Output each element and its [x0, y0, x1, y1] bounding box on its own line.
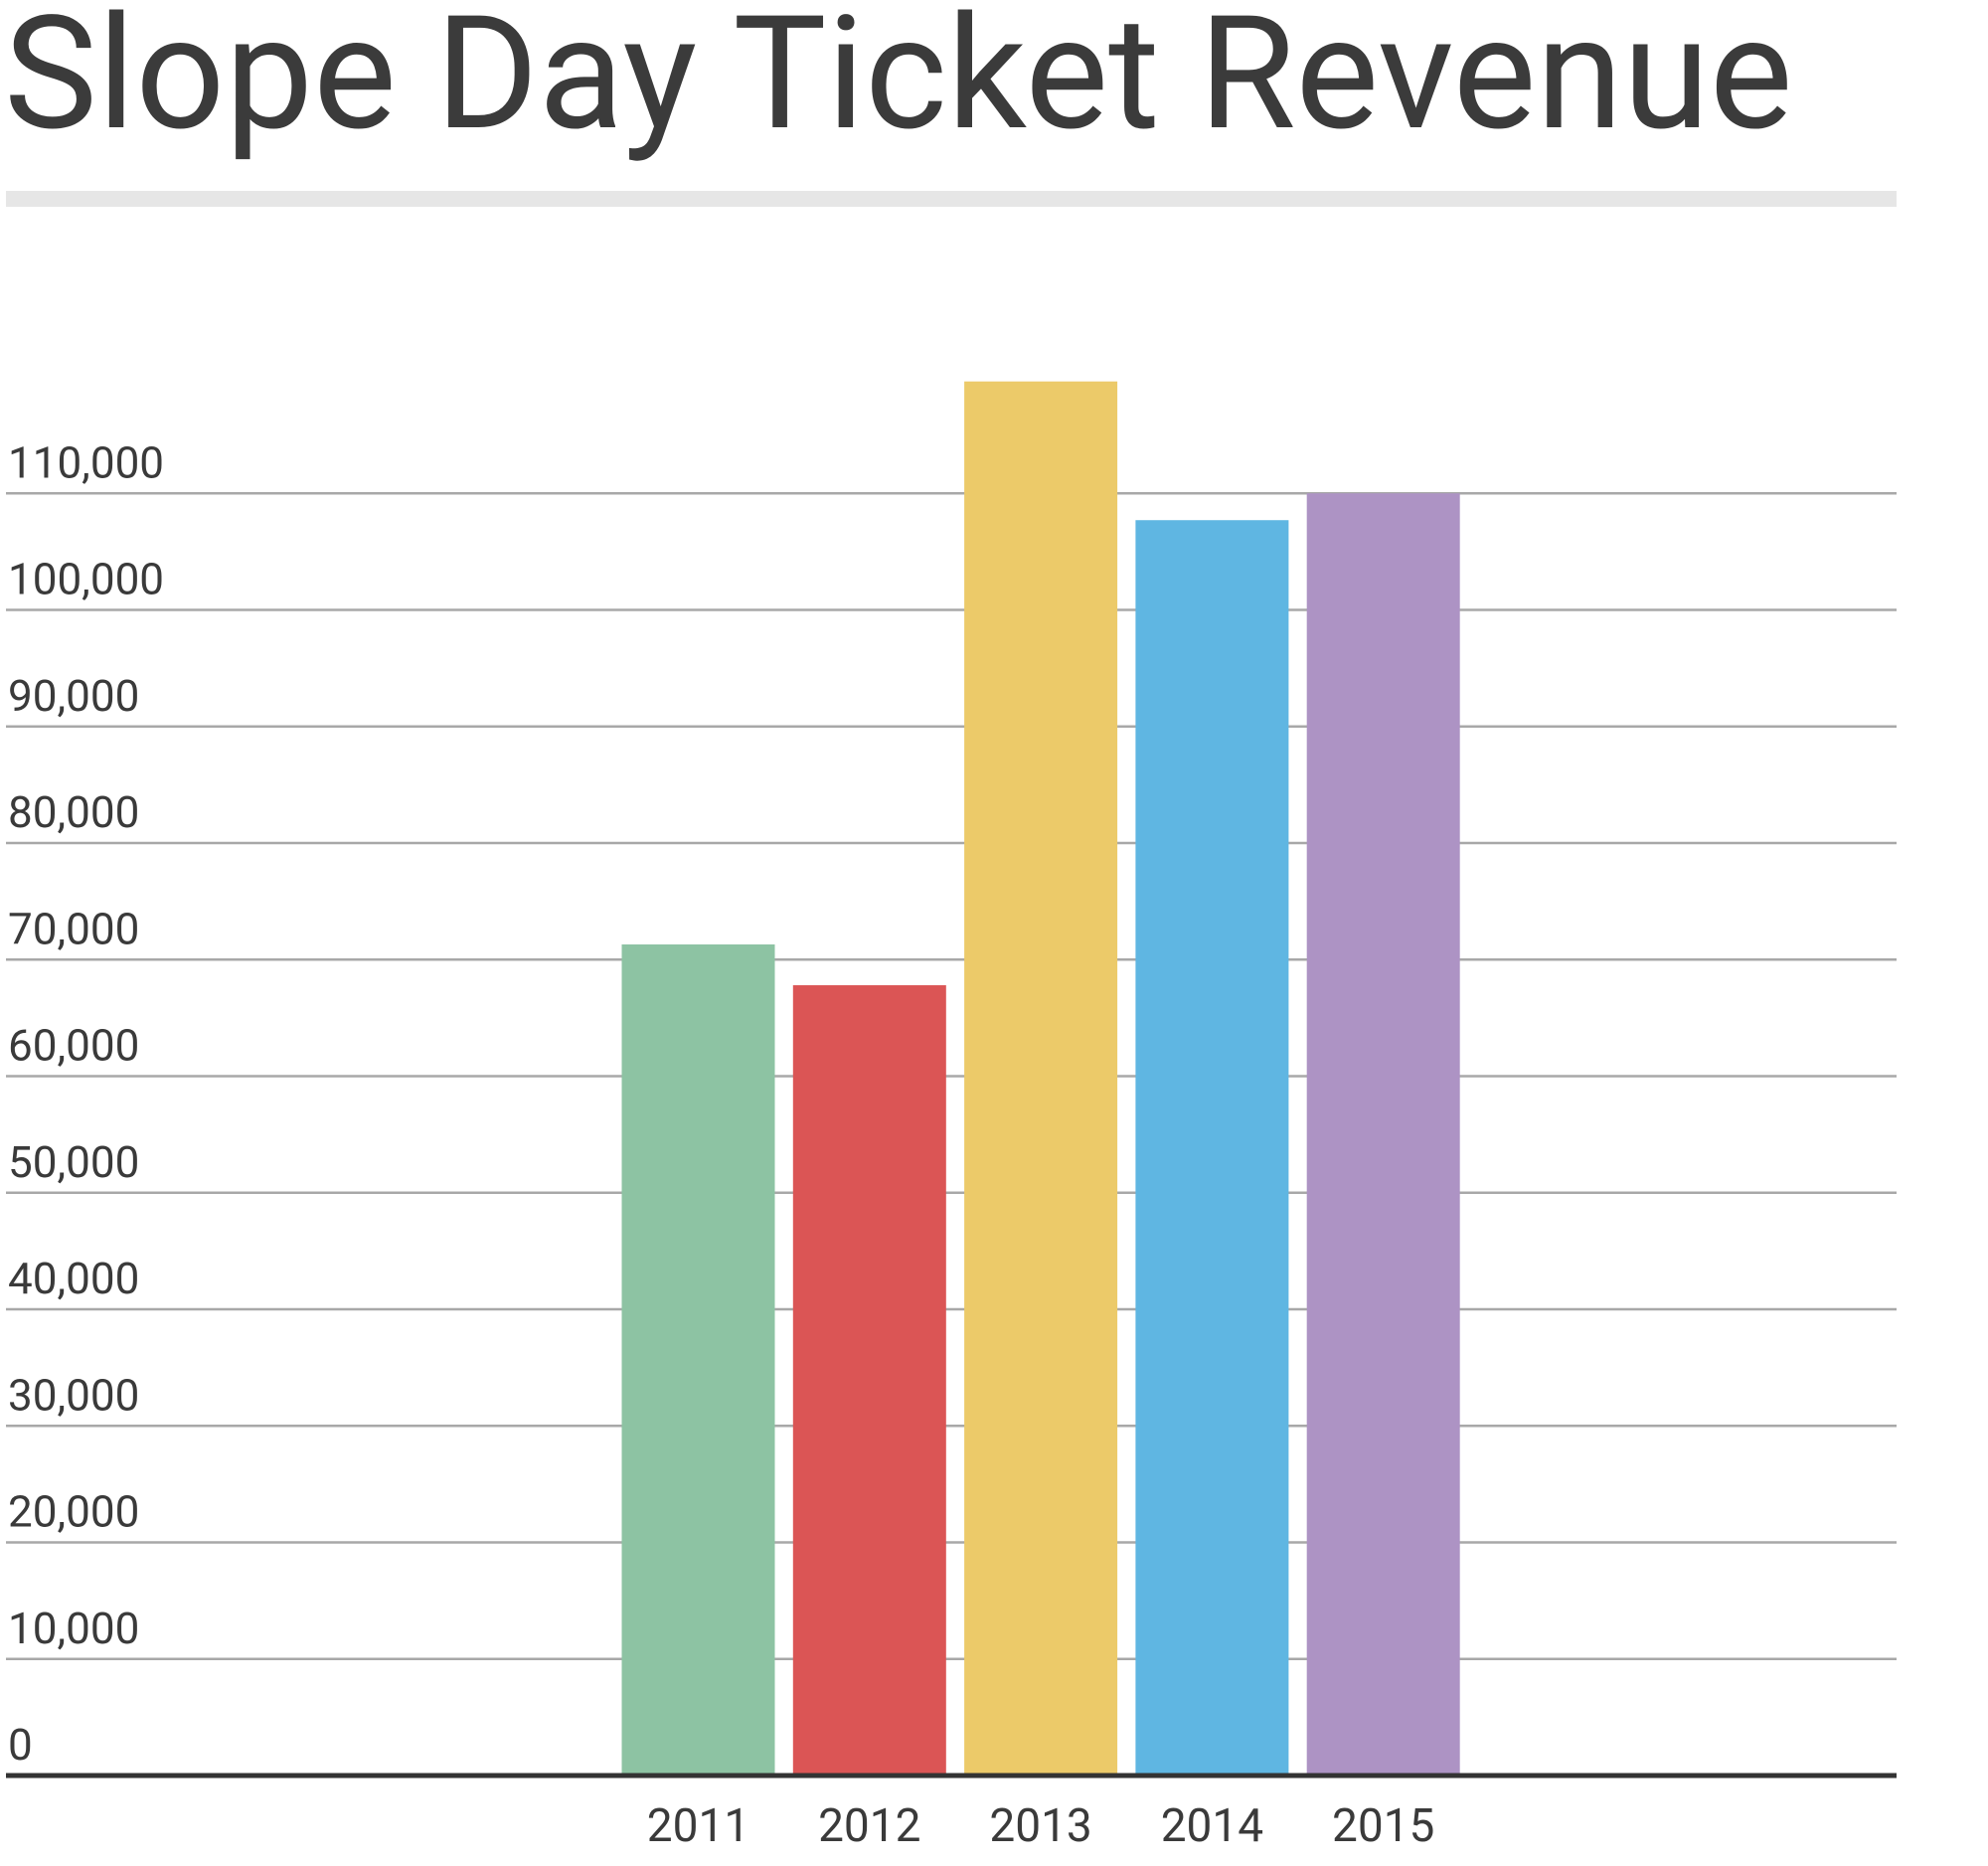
y-tick-label: 70,000 — [8, 903, 139, 954]
y-tick-label: 0 — [8, 1719, 33, 1771]
x-tick-label: 2014 — [1161, 1799, 1263, 1853]
bar — [792, 985, 946, 1776]
y-tick-label: 90,000 — [8, 670, 139, 722]
bar — [964, 381, 1118, 1777]
y-tick-label: 20,000 — [8, 1486, 139, 1538]
bar — [1135, 520, 1289, 1776]
y-tick-label: 10,000 — [8, 1603, 139, 1654]
y-tick-label: 60,000 — [8, 1020, 139, 1072]
y-tick-label: 30,000 — [8, 1369, 139, 1421]
title-separator — [6, 191, 1897, 207]
x-tick-label: 2012 — [818, 1799, 920, 1853]
chart-title: Slope Day Ticket Revenue — [4, 0, 1793, 166]
x-tick-label: 2011 — [647, 1799, 749, 1853]
y-tick-label: 40,000 — [8, 1253, 139, 1304]
y-tick-label: 110,000 — [8, 436, 164, 488]
y-tick-label: 50,000 — [8, 1136, 139, 1188]
bar — [621, 944, 775, 1776]
y-tick-label: 80,000 — [8, 786, 139, 838]
y-tick-label: 100,000 — [8, 554, 164, 605]
x-tick-label: 2013 — [989, 1799, 1091, 1853]
bar — [1306, 493, 1460, 1776]
x-tick-label: 2015 — [1332, 1799, 1434, 1853]
